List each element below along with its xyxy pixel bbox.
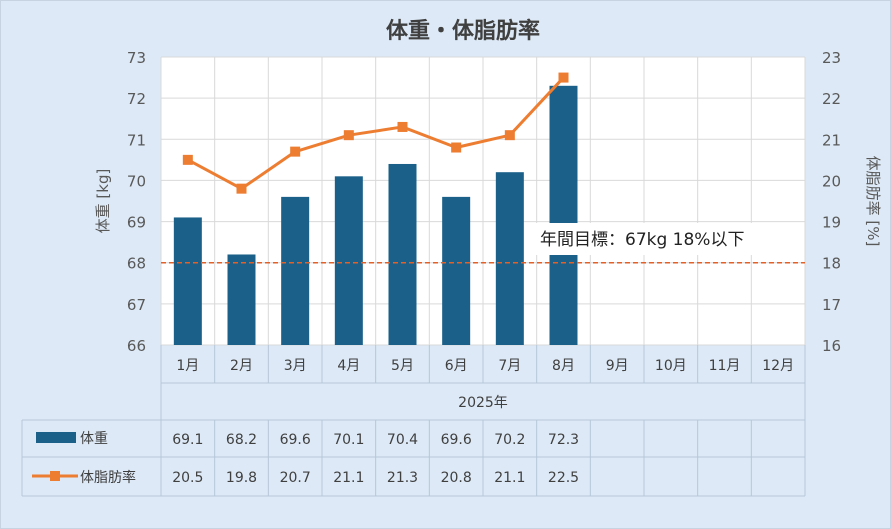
x-tick-label: 1月 (176, 358, 199, 374)
marker-bodyfat (397, 121, 408, 132)
marker-bodyfat (504, 130, 515, 141)
y-tick-right: 17 (822, 296, 841, 314)
x-tick-label: 3月 (284, 358, 307, 374)
bar-weight (173, 217, 202, 345)
x-tick-label: 8月 (552, 358, 575, 374)
table-value-weight: 69.6 (441, 432, 472, 448)
marker-bodyfat (343, 130, 354, 141)
x-tick-label: 11月 (709, 358, 741, 374)
table-value-weight: 70.2 (494, 432, 525, 448)
table-value-bodyfat: 21.1 (494, 470, 525, 486)
marker-bodyfat (558, 72, 569, 83)
x-tick-label: 2月 (230, 358, 253, 374)
axes: 66 16 67 17 68 18 69 19 70 20 71 21 72 22 73 23 (127, 49, 841, 355)
x-tick-label: 12月 (762, 358, 794, 374)
y-tick-right: 23 (822, 49, 841, 67)
marker-bodyfat (236, 183, 247, 194)
y-tick-right: 18 (822, 255, 841, 273)
y-axis-left-label: 体重 [kg] (94, 169, 112, 234)
line-bodyfat (187, 76, 565, 191)
x-tick-label: 10月 (655, 358, 687, 374)
marker-bodyfat (290, 146, 301, 157)
table-value-bodyfat: 21.3 (387, 470, 418, 486)
table-value-weight: 72.3 (548, 432, 579, 448)
table-value-bodyfat: 20.7 (280, 470, 311, 486)
bar-weight (334, 176, 363, 345)
bar-weight (442, 196, 471, 345)
marker-bodyfat (182, 154, 193, 165)
x-tick-label: 5月 (391, 358, 414, 374)
y-tick-left: 67 (127, 296, 146, 314)
table-value-weight: 69.6 (280, 432, 311, 448)
table-value-bodyfat: 21.1 (333, 470, 364, 486)
chart-title: 体重・体脂肪率 (386, 18, 540, 44)
x-group-label: 2025年 (458, 395, 508, 411)
y-tick-right: 19 (822, 214, 841, 232)
target-label-background (536, 223, 798, 255)
x-tick-label: 7月 (498, 358, 521, 374)
body-fat-line (182, 72, 569, 194)
y-tick-right: 20 (822, 172, 841, 190)
table-value-weight: 69.1 (172, 432, 203, 448)
y-tick-left: 68 (127, 255, 146, 273)
bar-weight (388, 163, 417, 345)
bar-weight (281, 196, 310, 345)
bar-weight (495, 172, 524, 345)
x-tick-label: 9月 (606, 358, 629, 374)
table-value-bodyfat: 20.8 (441, 470, 472, 486)
y-tick-left: 72 (127, 90, 146, 108)
target-label: 年間目標：67kg 18%以下 (540, 230, 744, 250)
y-tick-left: 71 (127, 131, 146, 149)
legend-label-weight: 体重 (80, 431, 108, 447)
y-tick-left: 70 (127, 172, 146, 190)
x-tick-label: 6月 (445, 358, 468, 374)
y-tick-right: 16 (822, 337, 841, 355)
weight-bars (173, 85, 578, 346)
bar-weight (549, 85, 578, 346)
y-tick-right: 22 (822, 90, 841, 108)
table-value-bodyfat: 19.8 (226, 470, 257, 486)
table-value-bodyfat: 22.5 (548, 470, 579, 486)
legend-key-weight (36, 432, 76, 443)
y-tick-left: 66 (127, 337, 146, 355)
x-tick-label: 4月 (337, 358, 360, 374)
legend-label-bodyfat: 体脂肪率 (80, 469, 136, 486)
marker-bodyfat (451, 142, 462, 153)
table-value-weight: 68.2 (226, 432, 257, 448)
y-tick-right: 21 (822, 131, 841, 149)
y-tick-left: 69 (127, 214, 146, 232)
y-tick-left: 73 (127, 49, 146, 67)
legend-key-bodyfat-marker (50, 471, 60, 481)
table-value-bodyfat: 20.5 (172, 470, 203, 486)
bar-weight (227, 254, 256, 345)
y-axis-right-label: 体脂肪率 [%] (864, 156, 882, 247)
table-value-weight: 70.1 (333, 432, 364, 448)
table-value-weight: 70.4 (387, 432, 418, 448)
